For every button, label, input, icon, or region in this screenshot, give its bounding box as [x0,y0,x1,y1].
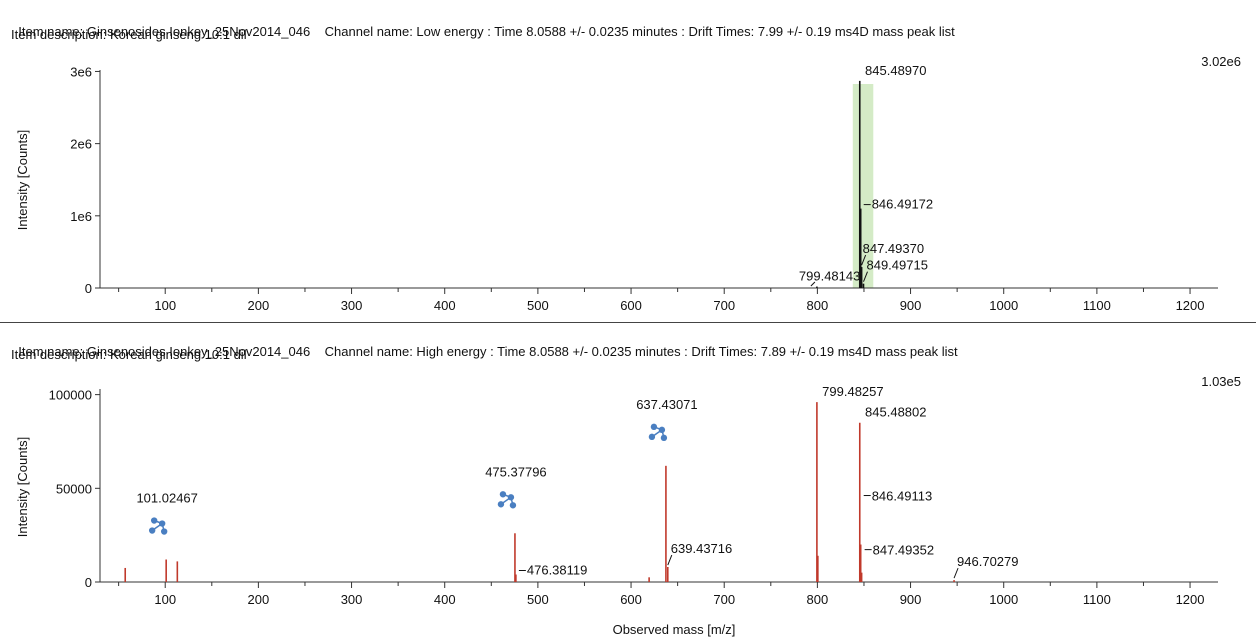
bottom-item-description: Item description: Korean ginseng 10:1 di… [11,347,247,362]
bottom-peak-label: 847.49352 [873,543,934,558]
bottom-peak-label: 799.48257 [822,384,883,399]
bottom-x-axis-label: Observed mass [m/z] [613,622,736,637]
top-x-tick-label: 200 [248,298,270,313]
top-x-tick-label: 1200 [1176,298,1205,313]
bottom-x-tick-label: 1100 [1083,592,1111,607]
bottom-y-tick-label: 0 [85,575,92,590]
bottom-peak-label: 639.43716 [671,541,732,556]
top-x-tick-label: 500 [527,298,549,313]
top-y-tick-label: 3e6 [70,64,92,79]
bottom-x-tick-label: 1000 [989,592,1018,607]
top-max-intensity-label: 3.02e6 [1201,54,1241,69]
bottom-peak-label: 637.43071 [636,397,697,412]
bottom-peak-label: 476.38119 [527,563,588,578]
top-x-tick-label: 300 [341,298,363,313]
top-y-tick-label: 2e6 [70,137,92,152]
top-x-tick-label: 600 [620,298,642,313]
top-x-tick-label: 700 [713,298,735,313]
bottom-peak-label: 101.02467 [136,491,197,506]
bottom-channel-name: Channel name: High energy : Time 8.0588 … [324,344,958,359]
top-x-tick-label: 1100 [1083,298,1111,313]
top-x-tick-label: 1000 [989,298,1018,313]
bottom-label-leader [953,567,959,579]
top-label-leader [861,254,867,266]
bottom-max-intensity-label: 1.03e5 [1201,374,1241,389]
bottom-y-axis-label: Intensity [Counts] [15,437,30,537]
bottom-x-tick-label: 600 [620,592,642,607]
bottom-structure-icon [648,423,668,442]
top-x-tick-label: 900 [900,298,922,313]
top-y-tick-label: 0 [85,281,92,296]
top-peak-label: 846.49172 [872,197,933,212]
bottom-x-tick-label: 100 [154,592,176,607]
top-y-tick-label: 1e6 [70,209,92,224]
bottom-peak-label: 846.49113 [872,489,933,504]
bottom-x-tick-label: 1200 [1176,592,1205,607]
top-peak-label: 849.49715 [866,258,927,273]
bottom-x-tick-label: 300 [341,592,363,607]
top-item-name: Item name: Ginsenosides Ionkey_25Nov2014… [18,24,311,39]
bottom-x-tick-label: 200 [248,592,270,607]
top-highlight-band [852,84,874,288]
top-item-description: Item description: Korean ginseng 10:1 di… [11,27,247,42]
bottom-y-tick-label: 100000 [49,388,92,403]
bottom-structure-icon [148,517,168,535]
top-label-leader [810,281,816,287]
panel-divider [0,322,1256,323]
bottom-x-tick-label: 500 [527,592,549,607]
top-x-tick-label: 800 [807,298,829,313]
bottom-spectrum-header: Item name: Ginsenosides Ionkey_25Nov2014… [11,328,958,360]
bottom-peak-label: 845.48802 [865,405,926,420]
top-label-leader [863,271,868,282]
top-x-tick-label: 400 [434,298,456,313]
bottom-peak-label: 946.70279 [957,554,1018,569]
bottom-x-tick-label: 900 [900,592,922,607]
bottom-item-name: Item name: Ginsenosides Ionkey_25Nov2014… [18,344,311,359]
top-channel-name: Channel name: Low energy : Time 8.0588 +… [324,24,955,39]
bottom-x-tick-label: 800 [807,592,829,607]
bottom-label-leader [667,554,673,566]
top-peak-label: 845.48970 [865,63,926,78]
top-y-axis-label: Intensity [Counts] [15,130,30,230]
bottom-x-tick-label: 700 [713,592,735,607]
top-peak-label: 799.48143 [799,269,860,284]
bottom-y-tick-label: 50000 [56,481,92,496]
bottom-structure-icon [497,491,517,509]
top-peak-label: 847.49370 [863,241,924,256]
top-x-tick-label: 100 [154,298,176,313]
bottom-x-tick-label: 400 [434,592,456,607]
bottom-peak-label: 475.37796 [485,464,546,479]
top-spectrum-header: Item name: Ginsenosides Ionkey_25Nov2014… [11,8,955,40]
